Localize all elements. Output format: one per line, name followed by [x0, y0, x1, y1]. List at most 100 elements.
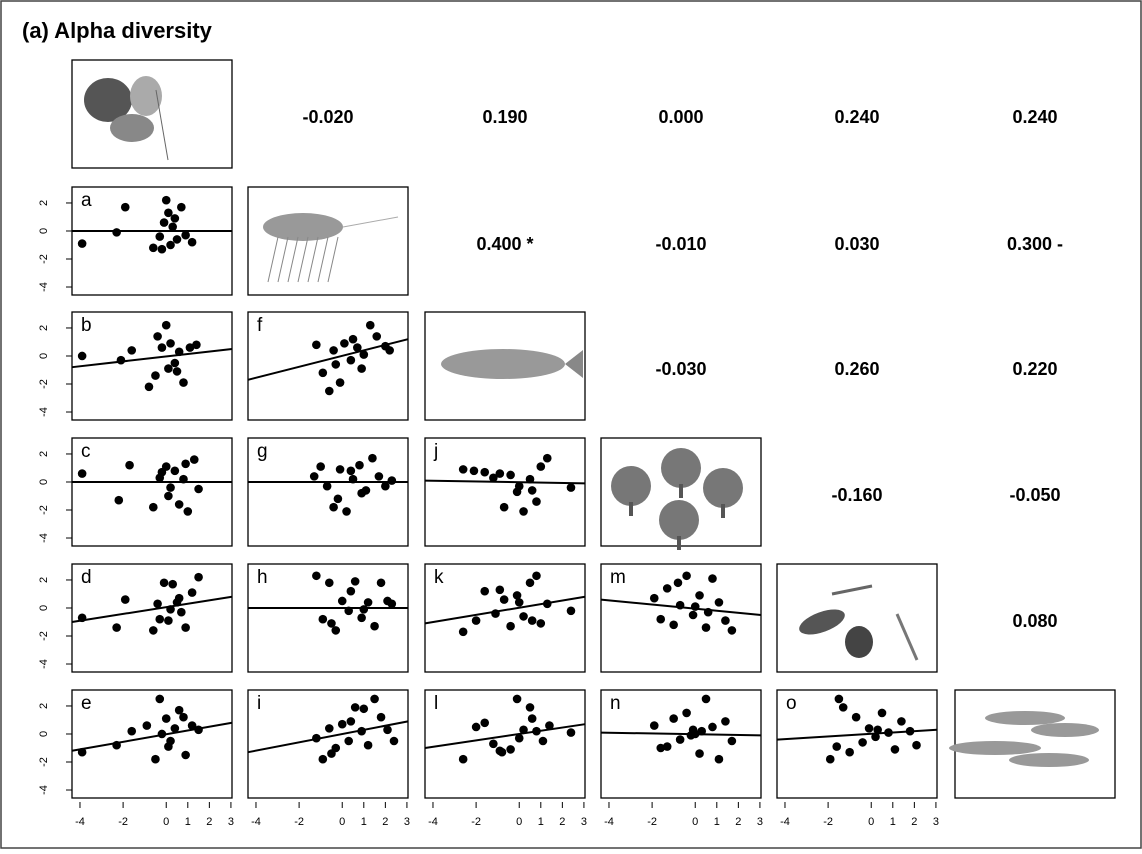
point	[166, 240, 175, 250]
x-tick-label: 1	[538, 816, 544, 828]
point	[185, 343, 195, 352]
panel-frame	[247, 311, 409, 421]
fit-line	[71, 595, 233, 623]
taxon-icon	[776, 563, 938, 673]
correlation-label: 0.400 *	[476, 234, 533, 254]
point	[489, 473, 498, 483]
point	[695, 591, 704, 600]
point	[542, 453, 552, 463]
point	[164, 208, 173, 218]
point	[166, 339, 175, 348]
point	[329, 502, 338, 512]
point	[656, 743, 666, 753]
point	[864, 724, 874, 733]
point	[359, 350, 369, 359]
panel-label: j	[433, 441, 438, 462]
taxon-icon	[600, 437, 762, 550]
y-tick-label: 2	[38, 577, 50, 583]
point	[170, 358, 180, 368]
point	[344, 736, 354, 746]
x-tick-label: 0	[163, 816, 169, 828]
x-tick-label: 2	[735, 816, 741, 828]
x-tick-label: -4	[251, 816, 261, 828]
point	[359, 605, 369, 614]
point	[682, 571, 691, 581]
y-tick-label: 0	[38, 605, 50, 611]
point	[538, 736, 548, 746]
point	[148, 502, 158, 512]
point	[376, 712, 386, 722]
point	[164, 491, 173, 501]
point	[506, 621, 515, 631]
taxon-icon	[71, 59, 233, 169]
taxon-icon	[424, 311, 586, 421]
x-tick-label: 0	[339, 816, 345, 828]
point	[125, 460, 134, 470]
point	[669, 714, 678, 723]
y-tick-label: -2	[38, 505, 50, 515]
x-tick-label: 3	[933, 816, 939, 828]
point	[312, 571, 321, 581]
panel-frame	[424, 563, 586, 673]
point	[187, 721, 197, 730]
point	[181, 230, 190, 240]
fit-line	[600, 731, 762, 737]
point	[155, 614, 165, 624]
y-tick-label: 0	[38, 353, 50, 359]
point	[363, 740, 373, 750]
point	[183, 507, 193, 516]
x-tick-label: 1	[890, 816, 896, 828]
point	[189, 455, 199, 464]
point	[174, 500, 184, 509]
x-tick-label: 1	[185, 816, 191, 828]
point	[116, 355, 126, 365]
point	[120, 202, 130, 212]
point	[370, 621, 379, 631]
point	[527, 714, 537, 723]
correlation-label: 0.030	[834, 234, 879, 254]
point	[335, 465, 345, 474]
point	[346, 586, 356, 596]
point	[120, 595, 130, 604]
point	[368, 453, 377, 463]
point	[506, 470, 515, 480]
icon-shape	[677, 536, 681, 550]
y-tick-label: 2	[38, 451, 50, 457]
icon-shape	[895, 613, 919, 661]
icon-shape	[1009, 753, 1089, 767]
fit-line	[776, 728, 938, 741]
point	[357, 613, 366, 623]
point	[318, 368, 328, 378]
point	[480, 586, 490, 596]
panel-label: m	[610, 567, 626, 588]
correlation-label: 0.190	[482, 107, 527, 127]
icon-shape	[949, 741, 1041, 755]
point	[168, 579, 178, 589]
icon-shape	[130, 76, 162, 116]
point	[77, 351, 87, 361]
y-tick-label: -4	[38, 533, 50, 543]
point	[662, 742, 672, 751]
point	[181, 750, 190, 760]
point	[127, 346, 137, 355]
point	[469, 466, 479, 476]
x-tick-label: 2	[911, 816, 917, 828]
point	[532, 571, 541, 581]
icon-shape	[287, 236, 299, 283]
point	[77, 239, 87, 248]
correlation-label: -0.050	[1009, 485, 1060, 505]
panel-frame	[776, 689, 938, 799]
point	[355, 460, 364, 470]
x-tick-label: 0	[868, 816, 874, 828]
point	[695, 749, 704, 758]
y-tick-label: -2	[38, 631, 50, 641]
icon-shape	[565, 350, 583, 378]
y-tick-label: 0	[38, 228, 50, 234]
icon-shape	[611, 466, 651, 506]
point	[566, 606, 576, 616]
panel-frame	[247, 437, 409, 547]
point	[480, 467, 490, 477]
point	[471, 616, 481, 625]
point	[337, 596, 347, 606]
x-tick-label: 0	[692, 816, 698, 828]
